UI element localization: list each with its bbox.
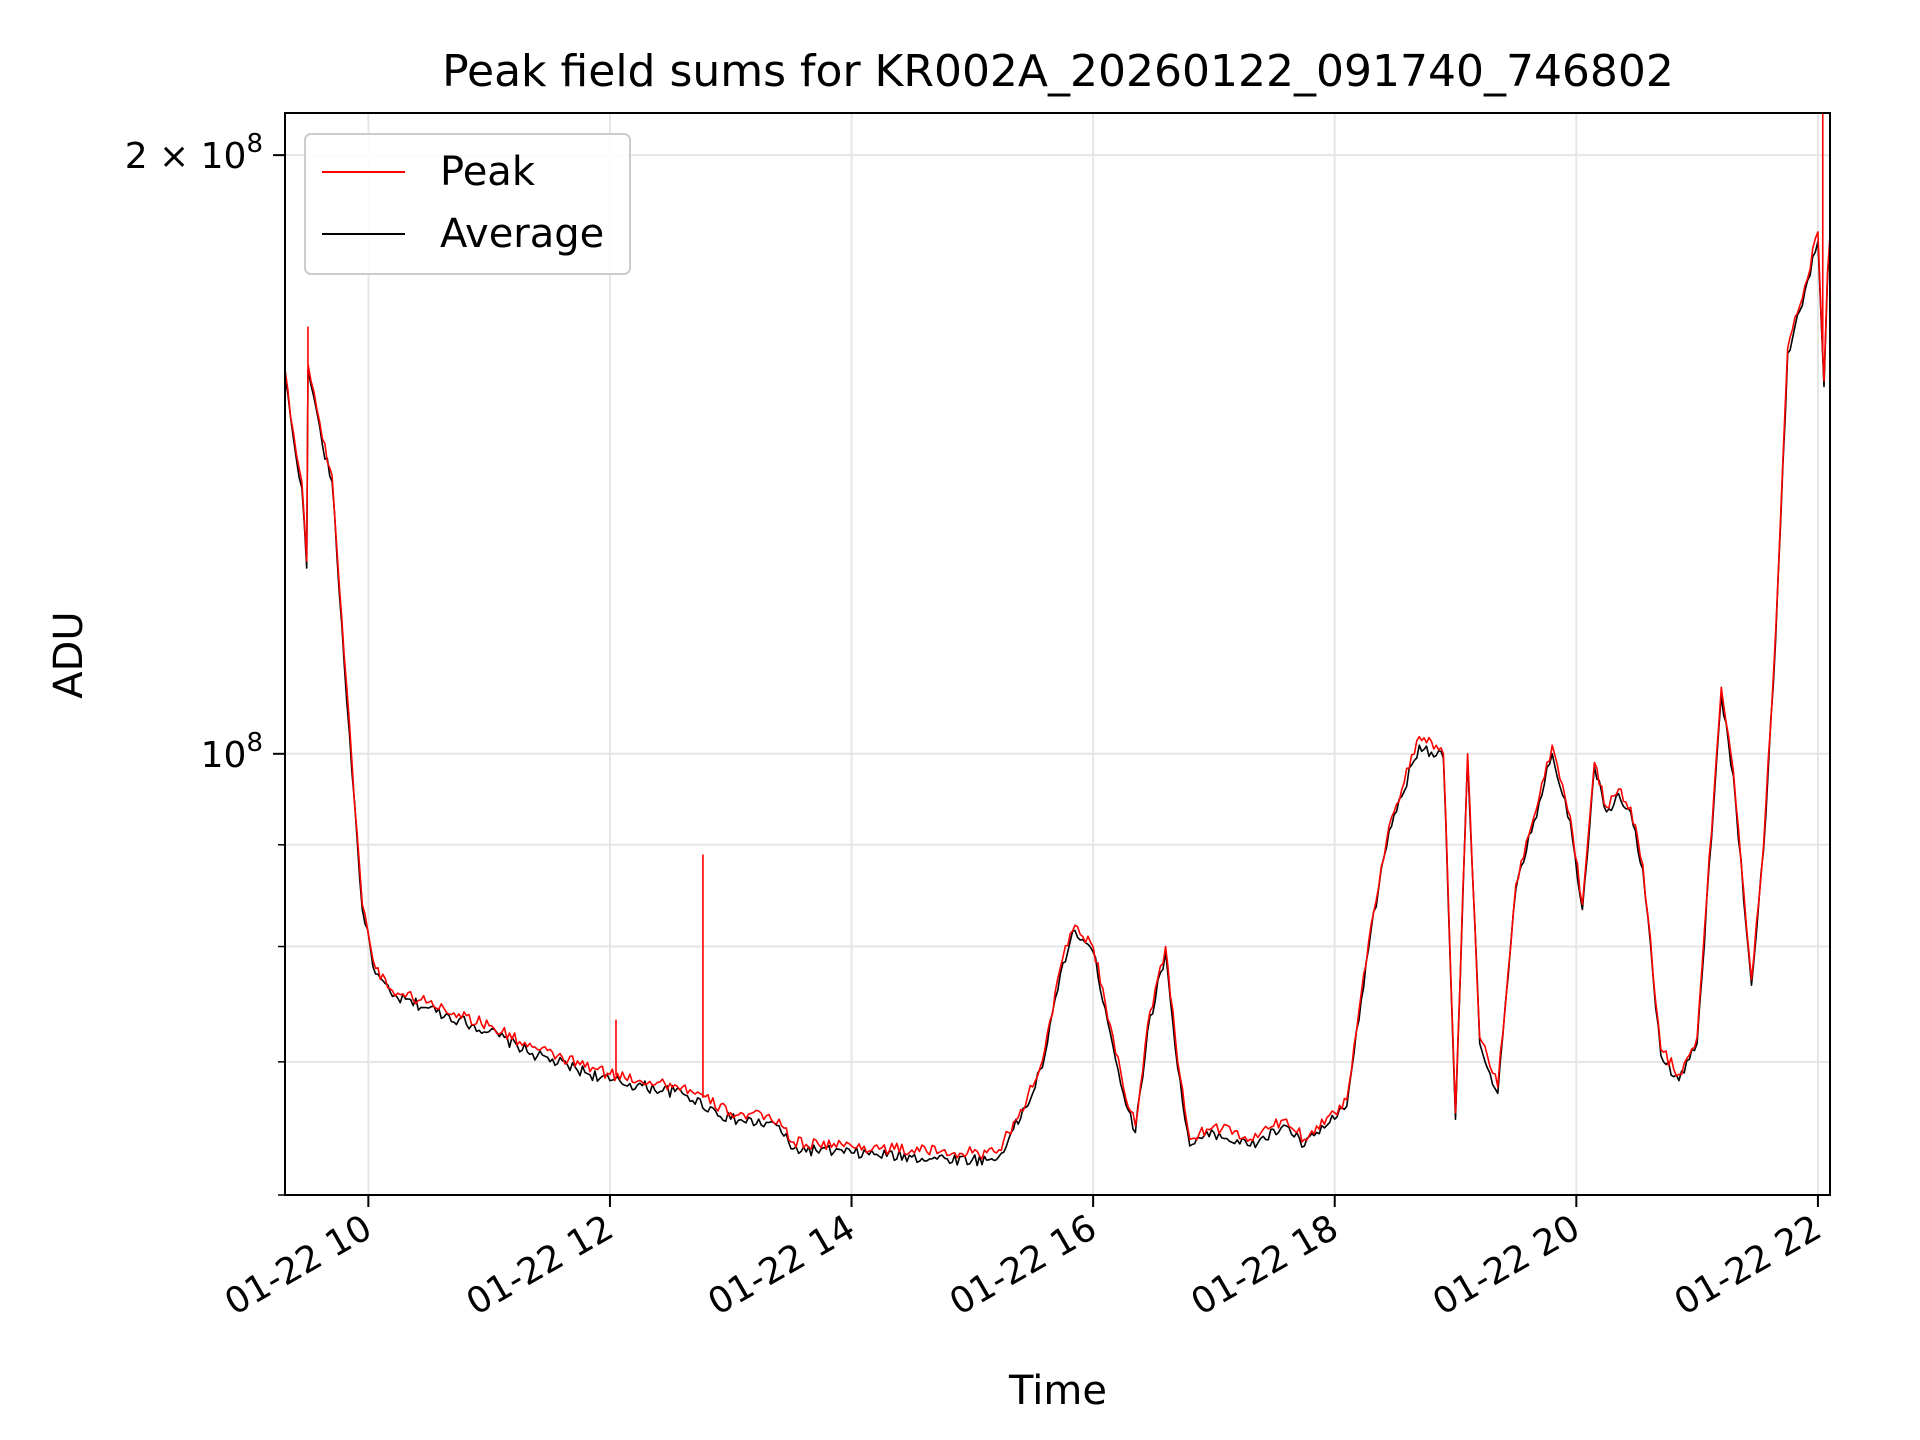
legend-peak-label: Peak	[440, 149, 536, 195]
chart-title: Peak field sums for KR002A_20260122_0917…	[442, 46, 1674, 97]
legend-box	[304, 133, 631, 275]
plot-frame	[284, 112, 1831, 1196]
y-tick-label: 2 × 108	[125, 129, 263, 177]
legend-average-label: Average	[440, 211, 604, 257]
y-tick-label: 108	[201, 728, 263, 776]
legend: Peak Average	[304, 133, 631, 275]
x-axis-label: Time	[1008, 1368, 1107, 1414]
y-axis-label: ADU	[46, 611, 92, 698]
series-line-peak	[285, 231, 1830, 1160]
series-layer	[285, 113, 1830, 1167]
